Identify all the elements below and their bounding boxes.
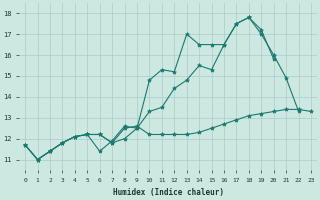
X-axis label: Humidex (Indice chaleur): Humidex (Indice chaleur) (113, 188, 224, 197)
